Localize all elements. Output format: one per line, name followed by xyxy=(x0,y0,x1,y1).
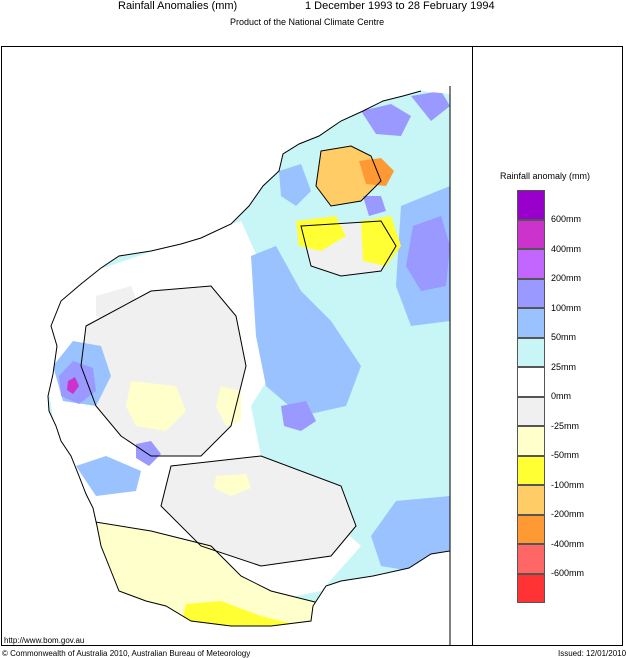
issued-date: Issued: 12/01/2010 xyxy=(558,649,626,658)
legend-swatch xyxy=(517,190,545,220)
legend-swatch xyxy=(517,426,545,456)
region-wet-north-coast xyxy=(279,164,311,206)
legend-label: 200mm xyxy=(551,273,582,283)
region-wet-west-peak xyxy=(67,377,79,394)
region-wet-east-band xyxy=(251,246,361,416)
legend-label: 400mm xyxy=(551,243,582,254)
region-wet-north-tip xyxy=(361,104,411,136)
map-frame xyxy=(1,46,623,646)
wa-rainfall-anomaly-map xyxy=(47,86,451,646)
source-url: http://www.bom.gov.au xyxy=(4,636,85,645)
legend-swatch xyxy=(517,278,545,308)
legend-color-bar xyxy=(517,190,545,603)
legend-swatch xyxy=(517,308,545,338)
legend-swatch xyxy=(517,485,545,515)
anomaly-shading xyxy=(48,91,450,626)
region-dry-kimberley-core xyxy=(296,216,346,251)
legend-swatch xyxy=(517,337,545,367)
legend-swatch xyxy=(517,514,545,544)
region-wet-inland-small xyxy=(136,441,161,466)
region-dry-south-inland xyxy=(214,474,251,496)
frame-divider xyxy=(472,46,473,646)
legend-label: 50mm xyxy=(551,332,577,342)
coastline xyxy=(47,90,451,627)
legend-label: -25mm xyxy=(551,420,580,431)
region-very-dry-southwest xyxy=(151,601,321,626)
legend-swatch xyxy=(517,573,545,603)
region-dry-south-central xyxy=(161,456,356,566)
region-dry-northwest-lake xyxy=(126,381,186,431)
region-dry-central xyxy=(81,286,246,456)
region-extreme-dry-north xyxy=(359,158,394,186)
copyright-notice: © Commonwealth of Australia 2010, Austra… xyxy=(2,649,251,658)
legend-label: -100mm xyxy=(551,479,585,490)
legend-swatch xyxy=(517,544,545,574)
legend-swatch xyxy=(517,219,545,249)
product-credit: Product of the National Climate Centre xyxy=(230,17,385,27)
legend-label: -400mm xyxy=(551,538,585,549)
map-period: 1 December 1993 to 28 February 1994 xyxy=(305,0,495,12)
region-wet-northeast-core xyxy=(406,216,450,291)
legend-swatch xyxy=(517,396,545,426)
legend-label: -600mm xyxy=(551,568,585,578)
legend-swatch xyxy=(517,367,545,397)
contour-lines xyxy=(80,145,397,607)
region-wet-north-far xyxy=(411,91,450,121)
map-title: Rainfall Anomalies (mm) xyxy=(118,0,238,12)
legend-swatch xyxy=(517,455,545,485)
legend-label: -50mm xyxy=(551,450,580,460)
legend-label: 25mm xyxy=(551,361,577,372)
region-dry-inland-east xyxy=(216,386,241,426)
legend-label: 100mm xyxy=(551,302,582,313)
region-wet-kimberley-inland xyxy=(363,196,386,216)
region-wet-west-core xyxy=(59,361,96,404)
region-dry-west-cape xyxy=(96,286,141,326)
legend-label: 0mm xyxy=(551,391,571,401)
region-wet-inland xyxy=(281,401,316,431)
legend-swatch xyxy=(517,249,545,279)
legend-label: 600mm xyxy=(551,214,582,224)
region-wet-west-coast xyxy=(76,456,141,496)
legend-title: Rainfall anomaly (mm) xyxy=(500,171,591,181)
legend-label: -200mm xyxy=(551,509,585,519)
region-wet-southeast xyxy=(371,496,450,571)
